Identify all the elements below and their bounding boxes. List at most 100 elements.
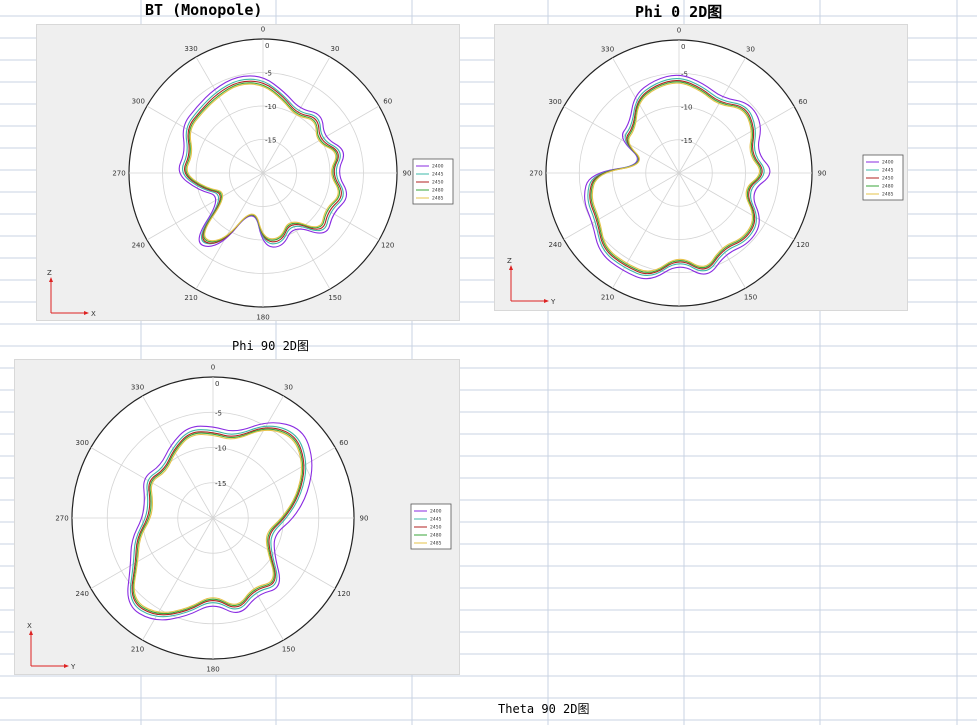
angle-tick-label: 30: [284, 384, 293, 392]
angle-tick-label: 270: [55, 515, 68, 523]
polar-grid-spoke: [262, 172, 380, 241]
chart-legend: 2400 2445 2450 2480 2485: [412, 158, 454, 205]
orientation-axes: XY: [27, 622, 76, 671]
radial-tick-label: -15: [215, 480, 226, 488]
polar-grid-spoke: [678, 57, 746, 174]
chart-legend: 2400 2445 2450 2480 2485: [862, 154, 904, 201]
horizontal-axis-arrow: [84, 311, 89, 315]
chart-legend: 2400 2445 2450 2480 2485: [410, 503, 452, 550]
polar-grid-spoke: [212, 517, 336, 589]
legend-label: 2450: [430, 525, 442, 531]
angle-tick-label: 60: [339, 439, 348, 447]
angle-tick-label: 270: [529, 170, 542, 178]
radial-tick-label: -10: [681, 104, 692, 112]
angle-tick-label: 210: [184, 294, 197, 302]
angle-tick-label: 300: [132, 98, 145, 106]
angle-tick-label: 0: [677, 27, 681, 35]
polar-chart-1: 0 30 60 90 120 150 180 210 240 270 300 330 0 -5 -10 -15…: [36, 24, 460, 322]
legend-label: 2445: [882, 168, 894, 174]
vertical-axis-arrow: [509, 265, 513, 270]
horizontal-axis-label: X: [91, 310, 96, 318]
angle-tick-label: 180: [256, 314, 269, 322]
angle-tick-label: 120: [796, 241, 809, 249]
angle-tick-label: 330: [601, 46, 614, 54]
vertical-axis-arrow: [29, 630, 33, 635]
vertical-axis-label: Z: [507, 257, 512, 265]
series-line-2480: [132, 428, 304, 615]
angle-tick-label: 150: [328, 294, 341, 302]
vertical-axis-label: Z: [47, 269, 52, 277]
polar-grid-spoke: [262, 172, 331, 290]
angle-tick-label: 150: [744, 293, 757, 301]
angle-tick-label: 120: [381, 242, 394, 250]
series-line-2480: [590, 81, 762, 273]
legend-label: 2480: [882, 184, 894, 190]
polar-grid-spoke: [142, 517, 214, 641]
polar-grid-spoke: [142, 395, 214, 519]
polar-grid-spoke: [612, 57, 680, 174]
polar-grid-spoke: [678, 106, 795, 174]
series-line-2450: [131, 427, 305, 616]
polar-grid-spoke: [212, 447, 336, 519]
radial-tick-label: -15: [681, 137, 692, 145]
angle-tick-label: 0: [261, 26, 265, 34]
legend-label: 2480: [432, 188, 444, 194]
radial-tick-label: -10: [215, 445, 226, 453]
radial-tick-label: -5: [215, 409, 222, 417]
horizontal-axis-arrow: [544, 299, 549, 303]
angle-tick-label: 60: [383, 98, 392, 106]
series-line-2400: [127, 422, 313, 621]
title-phi-0: Phi 0 2D图: [635, 3, 723, 21]
angle-tick-label: 240: [548, 241, 561, 249]
vertical-axis-arrow: [49, 277, 53, 282]
legend-label: 2450: [432, 180, 444, 186]
angle-tick-label: 60: [798, 98, 807, 106]
radial-tick-label: 0: [681, 43, 685, 51]
angle-tick-label: 330: [184, 45, 197, 53]
angle-tick-label: 270: [112, 170, 125, 178]
angle-tick-label: 0: [211, 364, 215, 372]
title-theta-90: Theta 90 2D图: [498, 702, 590, 716]
title-bt-monopole: BT (Monopole): [145, 1, 263, 19]
legend-label: 2485: [882, 192, 894, 198]
polar-grid-spoke: [146, 105, 264, 174]
series-line-2450: [589, 79, 763, 275]
angle-tick-label: 180: [206, 666, 219, 674]
radial-tick-label: -15: [265, 137, 276, 145]
angle-tick-label: 90: [360, 515, 369, 523]
series-line-2445: [587, 77, 765, 277]
angle-tick-label: 30: [746, 46, 755, 54]
angle-tick-label: 210: [131, 645, 144, 653]
angle-tick-label: 300: [76, 439, 89, 447]
series-line-2400: [584, 74, 771, 280]
angle-tick-label: 330: [131, 384, 144, 392]
legend-label: 2400: [882, 160, 894, 166]
series-line-2485: [133, 429, 303, 613]
polar-chart-3: 0 30 60 90 120 150 180 210 240 270 300 330 0 -5 -10 -15…: [14, 359, 460, 675]
series-line-2445: [129, 425, 307, 618]
angle-tick-label: 90: [818, 170, 827, 178]
radial-tick-label: 0: [265, 42, 269, 50]
vertical-axis-label: X: [27, 622, 32, 630]
legend-label: 2480: [430, 533, 442, 539]
horizontal-axis-label: Y: [70, 663, 76, 671]
polar-grid-spoke: [90, 517, 214, 589]
series-line-2485: [591, 82, 761, 272]
polar-chart-2: 03060901201501802102402703003300-5-10-15…: [494, 24, 908, 311]
polar-grid-spoke: [678, 172, 746, 289]
polar-grid-spoke: [262, 105, 380, 174]
legend-label: 2445: [432, 172, 444, 178]
radial-tick-label: 0: [215, 380, 219, 388]
polar-grid-spoke: [612, 172, 680, 289]
polar-grid-spoke: [90, 447, 214, 519]
legend-label: 2485: [430, 541, 442, 547]
polar-chart-2-svg: 03060901201501802102402703003300-5-10-15…: [507, 27, 904, 307]
angle-tick-label: 90: [403, 170, 412, 178]
angle-tick-label: 240: [76, 590, 89, 598]
horizontal-axis-label: Y: [550, 298, 556, 306]
series-line-2485: [186, 83, 339, 242]
polar-grid-spoke: [195, 172, 264, 290]
angle-tick-label: 300: [548, 98, 561, 106]
orientation-axes: ZX: [47, 269, 96, 318]
polar-grid-spoke: [563, 172, 680, 240]
